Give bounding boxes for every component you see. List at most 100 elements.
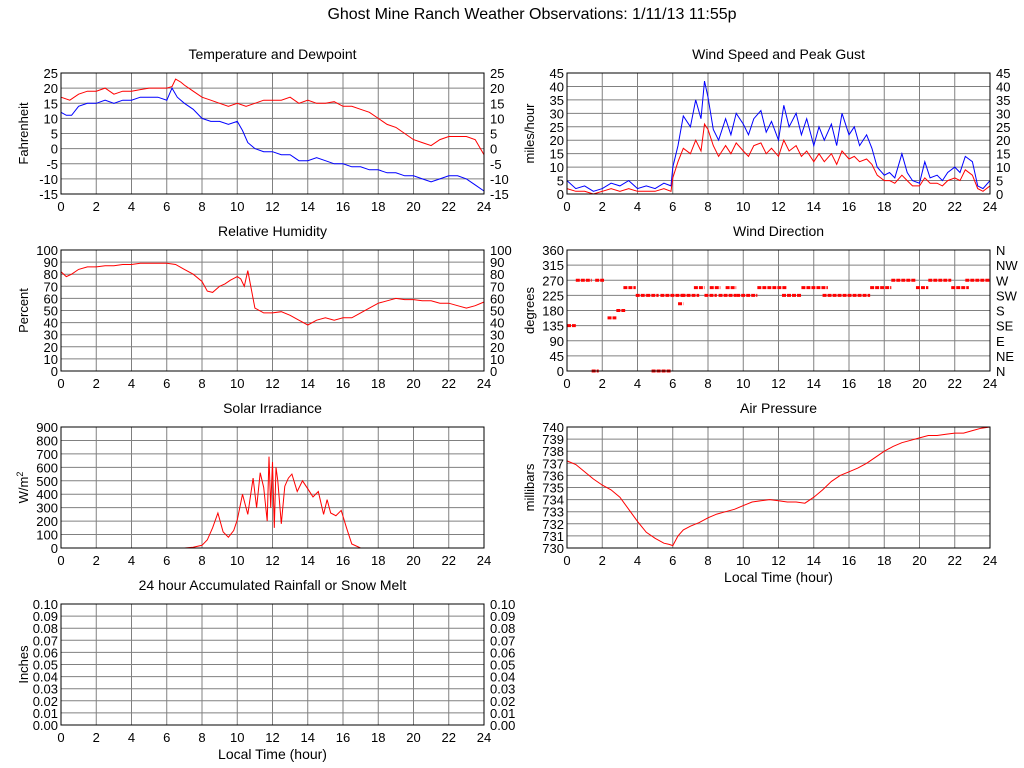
y-tick-label: 50: [44, 304, 58, 319]
right-y-tick-label: 0.06: [490, 645, 515, 660]
y-tick-label: 200: [36, 514, 58, 529]
y-tick-label: 60: [44, 291, 58, 306]
y-tick-label: 735: [542, 481, 564, 496]
y-tick-label: 900: [36, 420, 58, 435]
right-y-tick-label: -15: [490, 187, 509, 202]
y-tick-label: 15: [550, 147, 564, 162]
y-tick-label: 738: [542, 444, 564, 459]
right-y-tick-label: 40: [996, 79, 1010, 94]
y-tick-label: 40: [550, 79, 564, 94]
x-tick-label: 8: [198, 199, 205, 214]
chart-title: Wind Direction: [733, 223, 824, 239]
x-tick-label: 16: [842, 376, 856, 391]
x-tick-label: 2: [93, 199, 100, 214]
right-y-tick-label: SE: [996, 319, 1014, 334]
right-y-tick-label: 30: [490, 328, 504, 343]
y-tick-label: 0.08: [33, 621, 58, 636]
series-line: [61, 456, 484, 549]
right-y-tick-label: 0.04: [490, 670, 515, 685]
x-tick-label: 10: [230, 730, 244, 745]
series-line: [60, 262, 485, 326]
x-tick-label: 2: [93, 730, 100, 745]
x-tick-label: 0: [563, 553, 570, 568]
x-tick-label: 12: [771, 199, 785, 214]
right-y-tick-label: 0: [490, 364, 497, 379]
right-y-tick-label: 0: [996, 187, 1003, 202]
series-line: [566, 80, 991, 192]
y-tick-label: 10: [44, 352, 58, 367]
x-tick-label: 16: [842, 553, 856, 568]
x-tick-label: 10: [230, 199, 244, 214]
x-tick-label: 20: [912, 553, 926, 568]
x-tick-label: 22: [948, 376, 962, 391]
x-tick-label: 22: [948, 553, 962, 568]
x-tick-label: 6: [163, 376, 170, 391]
y-tick-label: 0: [51, 541, 58, 556]
chart-title: Wind Speed and Peak Gust: [692, 46, 865, 62]
y-tick-label: 45: [550, 349, 564, 364]
x-tick-label: 4: [128, 553, 135, 568]
x-tick-label: 18: [371, 553, 385, 568]
y-tick-label: 800: [36, 433, 58, 448]
y-tick-label: 270: [542, 273, 564, 288]
right-y-tick-label: NW: [996, 258, 1018, 273]
x-tick-label: 10: [736, 376, 750, 391]
y-tick-label: 20: [550, 133, 564, 148]
y-tick-label: 732: [542, 517, 564, 532]
y-tick-label: 40: [44, 316, 58, 331]
right-y-tick-label: 60: [490, 291, 504, 306]
x-tick-label: 6: [669, 199, 676, 214]
x-tick-label: 0: [57, 553, 64, 568]
y-tick-label: 500: [36, 474, 58, 489]
y-tick-label: 30: [44, 328, 58, 343]
x-tick-label: 12: [265, 730, 279, 745]
x-tick-label: 4: [128, 376, 135, 391]
chart-rain: 24 hour Accumulated Rainfall or Snow Mel…: [16, 577, 515, 762]
right-y-tick-label: -5: [490, 157, 502, 172]
x-tick-label: 0: [563, 376, 570, 391]
y-tick-label: 35: [550, 93, 564, 108]
y-axis-label: miles/hour: [522, 103, 537, 164]
x-tick-label: 2: [599, 553, 606, 568]
x-axis-label: Local Time (hour): [724, 569, 833, 585]
x-tick-label: 8: [198, 730, 205, 745]
right-y-tick-label: 0.03: [490, 682, 515, 697]
x-tick-label: 18: [371, 730, 385, 745]
x-tick-label: 24: [983, 553, 997, 568]
y-tick-label: -15: [39, 187, 58, 202]
x-tick-label: 20: [406, 730, 420, 745]
y-tick-label: 0: [51, 364, 58, 379]
right-y-tick-label: 10: [490, 111, 504, 126]
right-y-tick-label: 20: [490, 340, 504, 355]
y-tick-label: 100: [36, 243, 58, 258]
right-y-tick-label: 90: [490, 255, 504, 270]
y-tick-label: 360: [542, 243, 564, 258]
y-tick-label: 0.00: [33, 718, 58, 733]
x-tick-label: 20: [912, 376, 926, 391]
y-tick-label: 0: [557, 187, 564, 202]
x-tick-label: 20: [406, 376, 420, 391]
x-tick-label: 10: [230, 376, 244, 391]
x-tick-label: 12: [265, 553, 279, 568]
x-tick-label: 2: [93, 376, 100, 391]
x-tick-label: 20: [406, 199, 420, 214]
x-tick-label: 24: [477, 730, 491, 745]
x-tick-label: 12: [265, 376, 279, 391]
chart-title: 24 hour Accumulated Rainfall or Snow Mel…: [139, 577, 407, 593]
y-tick-label: 733: [542, 505, 564, 520]
x-tick-label: 0: [57, 730, 64, 745]
x-tick-label: 18: [371, 199, 385, 214]
y-tick-label: 0.02: [33, 694, 58, 709]
right-y-tick-label: 0.07: [490, 633, 515, 648]
x-tick-label: 10: [736, 553, 750, 568]
x-tick-label: 6: [163, 553, 170, 568]
x-tick-label: 2: [599, 376, 606, 391]
y-tick-label: 0.10: [33, 597, 58, 612]
y-tick-label: 0.04: [33, 670, 58, 685]
x-tick-label: 14: [301, 376, 315, 391]
series-line: [60, 86, 485, 192]
right-y-tick-label: 45: [996, 66, 1010, 81]
y-tick-label: 225: [542, 288, 564, 303]
y-tick-label: -10: [39, 172, 58, 187]
